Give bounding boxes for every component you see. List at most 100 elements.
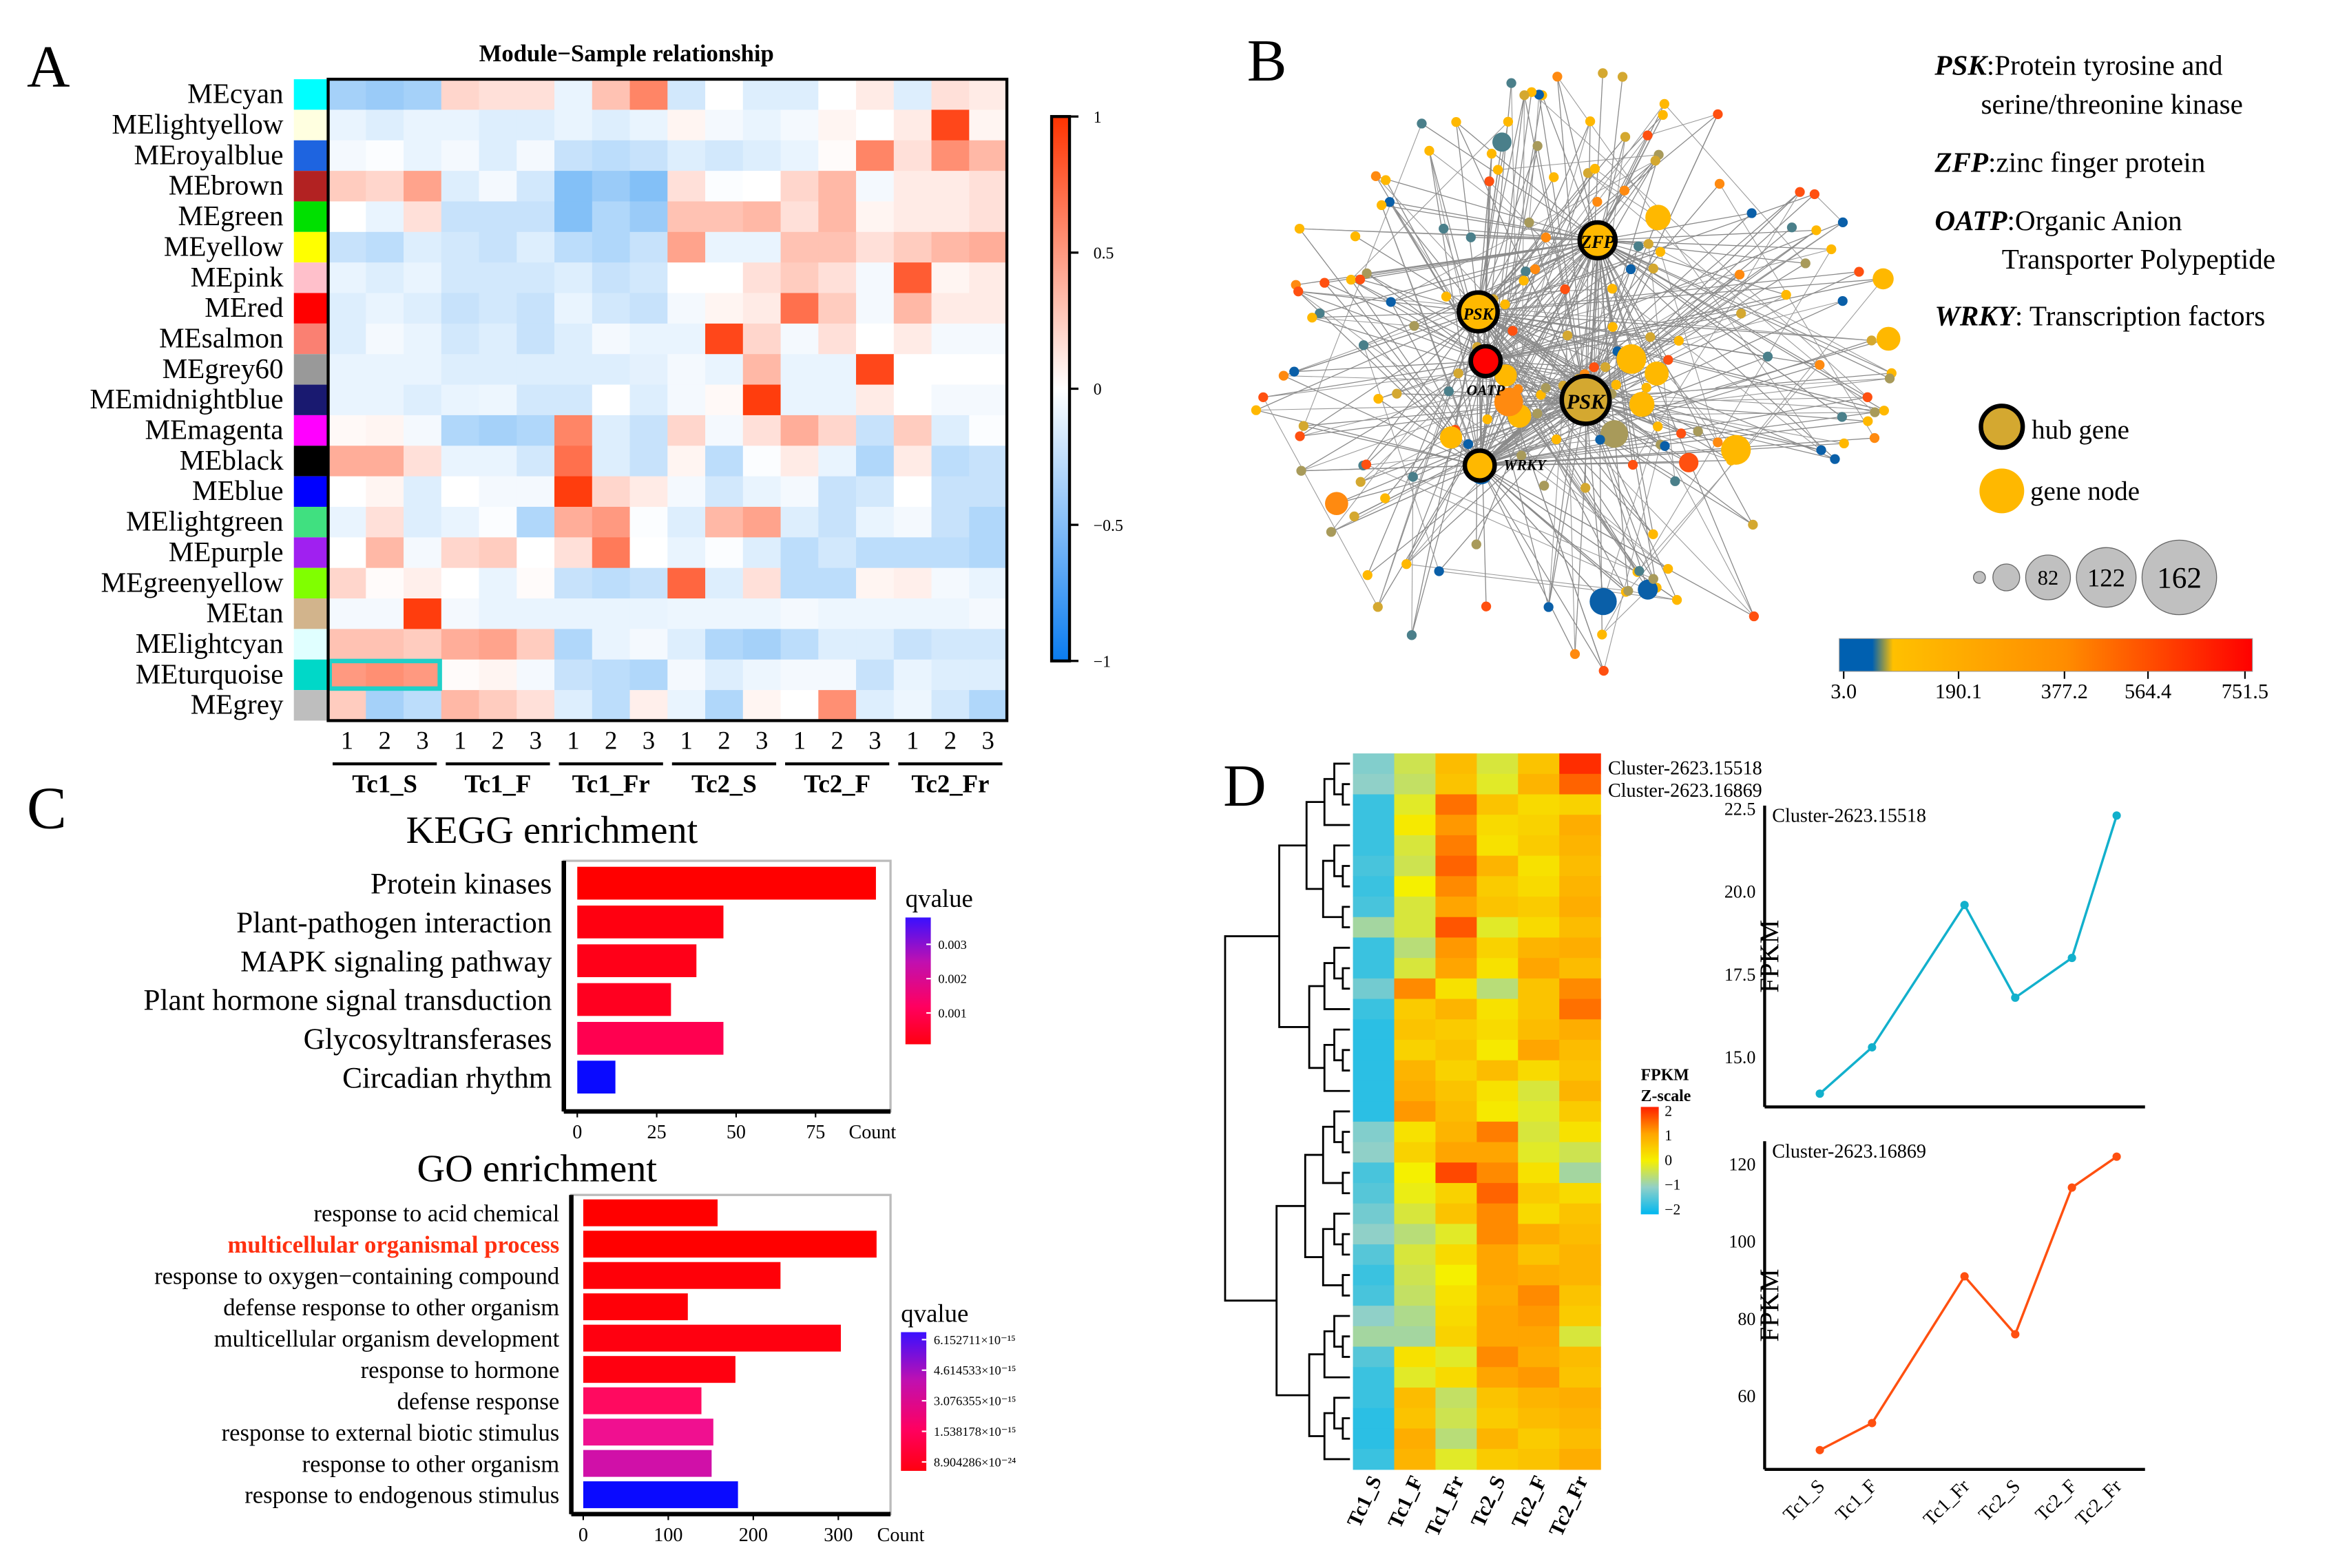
heatmap-cell <box>516 476 555 508</box>
heatmap-cell <box>554 201 593 233</box>
heatmap-cell <box>667 79 706 111</box>
network-edge <box>1479 432 1682 466</box>
gene-node <box>1786 222 1797 233</box>
panel-label-d: D <box>1223 753 1266 819</box>
heatmap-cell <box>554 293 593 324</box>
gene-node <box>1386 297 1396 307</box>
gene-annotation: OATP:Organic Anion <box>1934 205 2182 236</box>
heatmap-cell <box>479 598 517 630</box>
heatmap-cell <box>856 506 895 538</box>
group-label: Tc2_S <box>691 769 757 797</box>
heatmap-cell <box>818 598 857 630</box>
panel-a-module-sample-heatmap: A Module−Sample relationshipMEcyanMElight… <box>27 34 1123 798</box>
gene-node <box>1629 391 1655 417</box>
heatmap-cell <box>818 262 857 294</box>
heatmap-cell <box>328 415 366 446</box>
heatmap-cell <box>742 506 782 538</box>
zscore-cell <box>1559 999 1601 1020</box>
heatmap-cell <box>780 476 819 508</box>
heatmap-cell <box>705 629 744 660</box>
heatmap-cell <box>629 262 668 294</box>
gene-node <box>1441 291 1452 302</box>
heatmap-cell <box>592 140 631 171</box>
enrichment-bar <box>583 1293 688 1321</box>
network-edge <box>1397 393 1586 401</box>
size-legend-circle <box>2025 554 2072 600</box>
module-color-swatch <box>293 231 328 263</box>
heatmap-cell <box>629 690 668 722</box>
x-tick-label: 300 <box>824 1525 853 1546</box>
gene-node <box>1854 266 1864 277</box>
network-edge <box>1477 176 1554 313</box>
heatmap-cell <box>667 354 706 386</box>
gene-node <box>1560 284 1570 295</box>
heatmap-cell <box>931 567 970 599</box>
zscore-cell <box>1435 1039 1478 1061</box>
heatmap-cell <box>366 446 404 477</box>
network-edge <box>1585 399 1649 590</box>
heatmap-cell <box>742 231 782 263</box>
network-edge <box>1412 476 1654 580</box>
zscore-cell <box>1518 1142 1560 1163</box>
annotation-description: :Protein tyrosine and <box>1987 50 2223 81</box>
network-edge <box>1263 360 1486 398</box>
heatmap-cell <box>705 476 744 508</box>
module-label: MEblue <box>192 474 284 506</box>
heatmap-cell <box>366 354 404 386</box>
heatmap-cell <box>554 537 593 569</box>
legend-hub-gene-icon <box>1979 404 2025 450</box>
heatmap-cell <box>780 415 819 446</box>
gene-node <box>1616 344 1647 374</box>
zscore-cell <box>1353 999 1395 1020</box>
heatmap-cell <box>780 231 819 263</box>
heatmap-cell <box>742 293 782 324</box>
column-label: Tc1_Fr <box>1421 1472 1469 1540</box>
zscore-cell <box>1518 1080 1560 1102</box>
heatmap-cell <box>780 690 819 722</box>
heatmap-cell <box>516 598 555 630</box>
network-edge <box>1381 205 1598 241</box>
zscale-tick-label: −2 <box>1665 1201 1680 1217</box>
gene-node <box>1589 587 1617 616</box>
zscore-cell <box>1435 835 1478 857</box>
gene-node <box>1795 187 1805 197</box>
gene-node <box>1623 585 1634 596</box>
heatmap-cell <box>592 384 631 416</box>
zscore-cell <box>1394 1367 1437 1388</box>
zscore-cell <box>1394 1060 1437 1082</box>
zscore-cell <box>1435 753 1478 775</box>
network-edge <box>1411 361 1486 636</box>
enrichment-bar <box>577 906 724 939</box>
gene-node <box>1530 264 1541 275</box>
hub-gene-node <box>1577 220 1618 261</box>
heatmap-cell <box>705 140 744 171</box>
gene-annotation: WRKY: Transcription factors <box>1934 300 2265 331</box>
zscore-cell <box>1435 1121 1478 1143</box>
module-color-swatch <box>293 537 328 568</box>
network-edge <box>1336 399 1586 504</box>
replicate-label: 1 <box>454 726 466 755</box>
zscore-cell <box>1518 1162 1560 1184</box>
gene-node <box>1373 602 1383 612</box>
network-edge <box>1585 399 1835 460</box>
heatmap-cell <box>479 140 517 171</box>
gene-node <box>1293 286 1304 297</box>
heatmap-cell <box>366 201 404 233</box>
zscore-cell <box>1559 1346 1601 1368</box>
heatmap-cell <box>592 354 631 386</box>
x-tick-label: 75 <box>806 1122 825 1143</box>
zscore-cell <box>1394 855 1437 877</box>
x-tick-label: 50 <box>727 1122 746 1143</box>
gene-node <box>1563 330 1573 341</box>
replicate-label: 1 <box>341 726 353 755</box>
gene-node <box>1536 390 1546 400</box>
heatmap-cell <box>629 354 668 386</box>
data-point <box>2067 1183 2076 1192</box>
heatmap-cell <box>592 323 631 355</box>
zscore-cell <box>1353 978 1395 1000</box>
heatmap-cell <box>856 567 895 599</box>
heatmap-cell <box>969 323 1008 355</box>
heatmap-cell <box>328 231 366 263</box>
heatmap-cell <box>893 79 932 111</box>
